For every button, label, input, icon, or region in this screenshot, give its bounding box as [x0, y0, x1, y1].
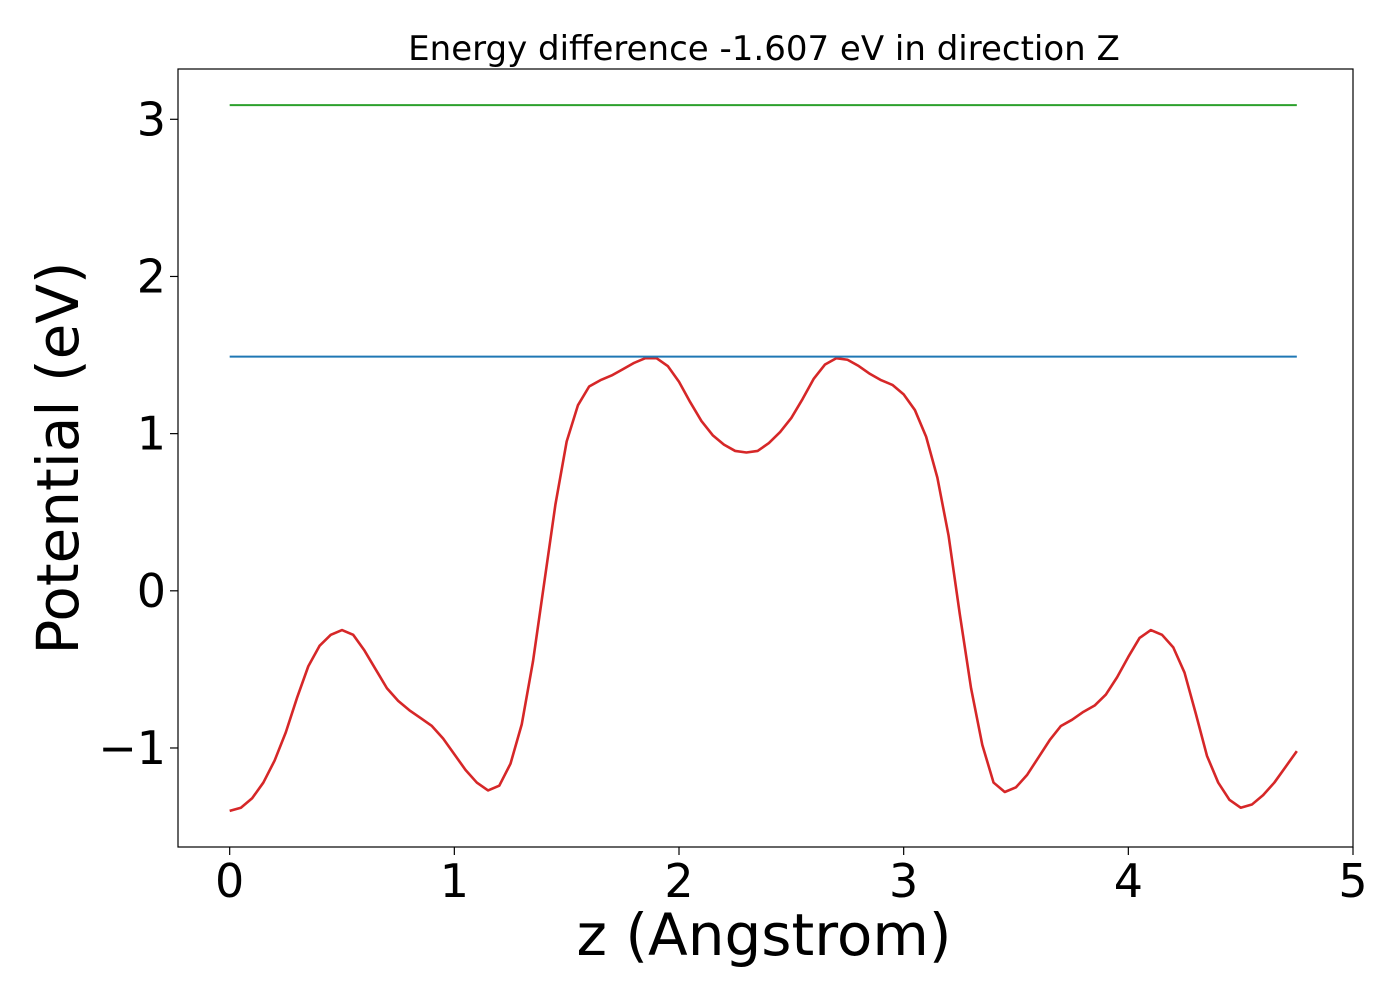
y-axis-label: Potential (eV) — [24, 261, 92, 654]
x-tick-label: 5 — [1338, 854, 1367, 908]
y-tick-label: −1 — [98, 721, 166, 775]
y-tick-label: 2 — [137, 249, 166, 303]
y-axis: 3 2 1 0 −1 — [98, 92, 178, 775]
plot-area-frame — [177, 68, 1354, 848]
y-tick-label: 0 — [137, 564, 166, 618]
chart-title: Energy difference -1.607 eV in direction… — [408, 29, 1120, 69]
x-tick-label: 0 — [215, 854, 244, 908]
x-tick-label: 4 — [1114, 854, 1143, 908]
y-tick-label: 3 — [137, 92, 166, 146]
x-tick-label: 3 — [889, 854, 918, 908]
series-group — [229, 104, 1298, 813]
x-axis-label: z (Angstrom) — [577, 901, 952, 969]
y-tick-label: 1 — [137, 407, 166, 461]
x-axis: 0 1 2 3 4 5 — [215, 847, 1368, 908]
x-tick-label: 1 — [440, 854, 469, 908]
x-tick-label: 2 — [664, 854, 693, 908]
potential-curve-line — [229, 356, 1298, 813]
